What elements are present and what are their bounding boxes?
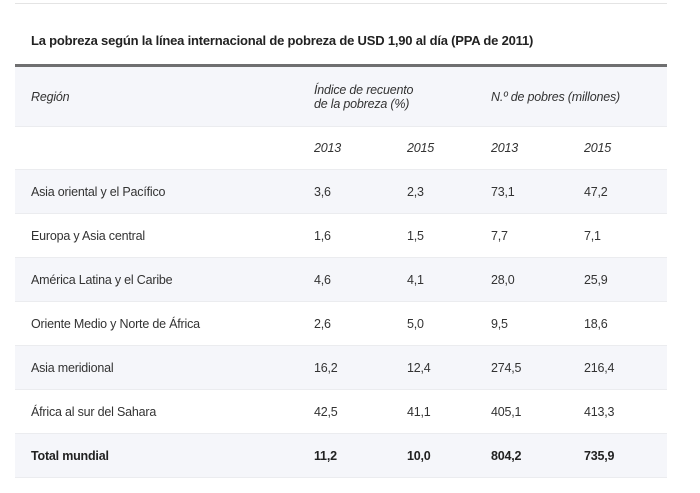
cell: 12,4 <box>407 360 431 375</box>
cell: 216,4 <box>584 360 615 375</box>
cell: 10,0 <box>407 448 431 463</box>
header-index: Índice de recuento de la pobreza (%) <box>314 66 491 127</box>
cell: 1,6 <box>314 228 331 243</box>
cell: 42,5 <box>314 404 338 419</box>
table-title: La pobreza según la línea internacional … <box>31 33 534 48</box>
table-row: Europa y Asia central 1,6 1,5 7,7 7,1 <box>15 214 667 258</box>
cell: 7,1 <box>584 228 601 243</box>
cell: 804,2 <box>491 448 522 463</box>
region-name: Asia oriental y el Pacífico <box>31 184 166 199</box>
table-row: África al sur del Sahara 42,5 41,1 405,1 413… <box>15 390 667 434</box>
cell: 1,5 <box>407 228 424 243</box>
cell: 73,1 <box>491 184 515 199</box>
header-index-line1: Índice de recuento <box>314 82 414 97</box>
year-row: 2013 2015 2013 2015 <box>15 127 667 170</box>
cell: 47,2 <box>584 184 608 199</box>
year: 2015 <box>407 141 435 155</box>
divider <box>15 3 667 4</box>
header-region: Región <box>31 89 70 104</box>
region-name: África al sur del Sahara <box>31 404 157 419</box>
region-name: Oriente Medio y Norte de África <box>31 316 200 331</box>
cell: 41,1 <box>407 404 431 419</box>
region-name: Asia meridional <box>31 360 114 375</box>
cell: 4,6 <box>314 272 331 287</box>
year: 2015 <box>584 141 612 155</box>
table-row: Oriente Medio y Norte de África 2,6 5,0 9,5… <box>15 302 667 346</box>
header-index-line2: de la pobreza (%) <box>314 96 410 111</box>
total-row: Total mundial 11,2 10,0 804,2 735,9 <box>15 433 667 478</box>
cell: 413,3 <box>584 404 615 419</box>
cell: 274,5 <box>491 360 522 375</box>
year: 2013 <box>491 141 519 155</box>
header-poor: N.º de pobres (millones) <box>491 89 620 104</box>
cell: 2,6 <box>314 316 331 331</box>
table-row: Asia meridional 16,2 12,4 274,5 216,4 <box>15 345 667 390</box>
table-row: América Latina y el Caribe 4,6 4,1 28,0 25,9 <box>15 257 667 302</box>
cell: 9,5 <box>491 316 508 331</box>
year: 2013 <box>314 141 342 155</box>
cell: 2,3 <box>407 184 424 199</box>
table-row: Asia oriental y el Pacífico 3,6 2,3 73,1 47,… <box>15 169 667 214</box>
cell: 11,2 <box>314 448 337 463</box>
cell: 735,9 <box>584 448 615 463</box>
total-label: Total mundial <box>31 448 109 463</box>
region-name: América Latina y el Caribe <box>31 272 173 287</box>
header-row: Región Índice de recuento de la pobreza (… <box>15 65 667 127</box>
cell: 25,9 <box>584 272 608 287</box>
cell: 4,1 <box>407 272 424 287</box>
poverty-table: Región Índice de recuento de la pobreza (… <box>15 64 667 478</box>
cell: 28,0 <box>491 272 515 287</box>
cell: 3,6 <box>314 184 331 199</box>
cell: 18,6 <box>584 316 608 331</box>
cell: 5,0 <box>407 316 424 331</box>
region-name: Europa y Asia central <box>31 228 145 243</box>
cell: 7,7 <box>491 228 508 243</box>
cell: 405,1 <box>491 404 522 419</box>
cell: 16,2 <box>314 360 338 375</box>
